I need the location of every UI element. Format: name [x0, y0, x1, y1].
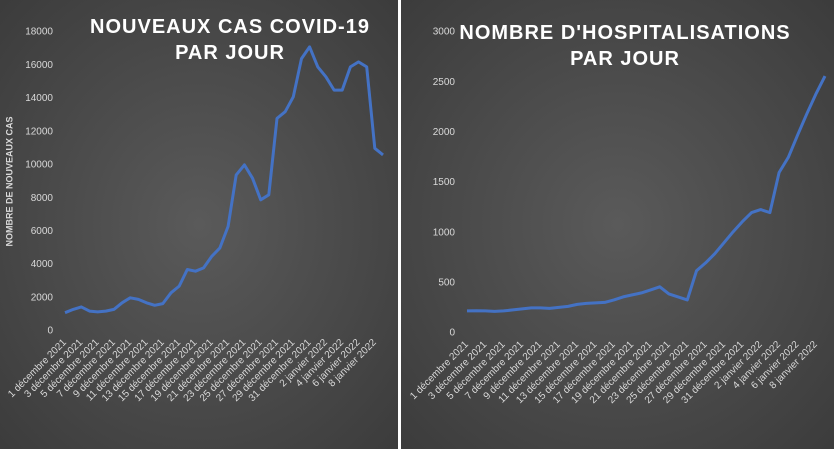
y-tick-label: 0 — [449, 328, 455, 339]
y-tick-label: 14000 — [25, 93, 53, 104]
y-tick-label: 0 — [47, 326, 53, 337]
divider — [398, 0, 401, 449]
data-line — [64, 45, 384, 315]
y-tick-label: 1000 — [433, 227, 456, 238]
chart-title: NOUVEAUX CAS COVID-19 PAR JOUR — [90, 16, 370, 64]
y-tick-label: 16000 — [25, 60, 53, 71]
panel-bg — [0, 0, 398, 449]
y-tick-label: 2000 — [433, 127, 456, 138]
y-tick-label: 8000 — [31, 193, 54, 204]
y-tick-label: 3000 — [433, 27, 456, 38]
y-tick-label: 12000 — [25, 126, 53, 137]
y-tick-label: 10000 — [25, 160, 53, 171]
data-line — [466, 75, 827, 313]
y-tick-label: 4000 — [31, 259, 54, 270]
chart-title: NOMBRE D'HOSPITALISATIONS PAR JOUR — [459, 22, 791, 70]
y-tick-label: 18000 — [25, 27, 53, 38]
y-tick-label: 1500 — [433, 177, 456, 188]
panel-bg — [401, 0, 834, 449]
y-tick-label: 2500 — [433, 77, 456, 88]
y-tick-label: 6000 — [31, 226, 54, 237]
y-tick-label: 2000 — [31, 292, 54, 303]
y-axis-label: NOMBRE DE NOUVEAUX CAS — [4, 116, 14, 246]
y-tick-label: 500 — [438, 277, 455, 288]
